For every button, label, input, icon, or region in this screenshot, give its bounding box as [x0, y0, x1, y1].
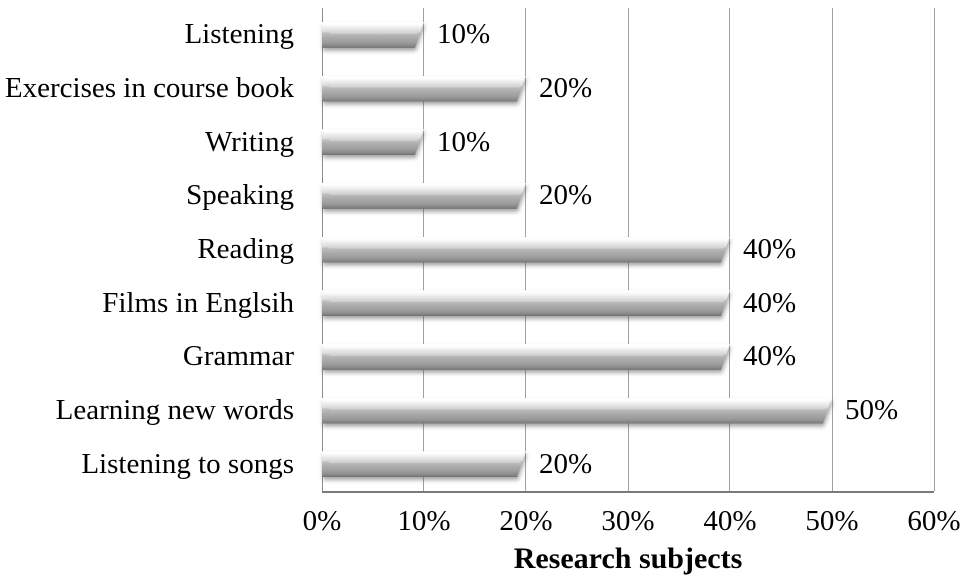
plot-area: 10% 20% 10% 20% 40% 40% 40% 50% 20%	[321, 8, 935, 493]
bar-face	[322, 22, 424, 48]
x-tick-label: 0%	[302, 505, 342, 537]
bar	[322, 344, 730, 370]
category-label: Writing	[204, 125, 294, 158]
bar-bevel-highlight	[323, 77, 524, 88]
category-label: Learning new words	[55, 394, 294, 427]
category-label: Speaking	[186, 179, 294, 212]
category-label: Listening to songs	[81, 447, 294, 480]
bar-row: 40%	[322, 276, 934, 330]
value-label: 50%	[845, 394, 899, 427]
gridline	[933, 8, 935, 491]
bar-row: 20%	[322, 169, 934, 223]
bar	[322, 129, 424, 155]
x-tick-label: 10%	[397, 505, 451, 537]
category-label: Films in Englsih	[102, 286, 294, 319]
category-label: Listening	[184, 18, 294, 51]
bar	[322, 451, 526, 477]
bar-face	[322, 398, 832, 424]
bar-series: 10% 20% 10% 20% 40% 40% 40% 50% 20%	[322, 8, 934, 491]
value-label: 10%	[437, 18, 491, 51]
bar-face	[322, 451, 526, 477]
x-tick-label: 30%	[601, 505, 655, 537]
bar-bevel-highlight	[323, 23, 422, 34]
value-label: 40%	[743, 340, 797, 373]
bar-bevel-highlight	[323, 130, 422, 141]
bar	[322, 183, 526, 209]
bar-face	[322, 290, 730, 316]
bar	[322, 76, 526, 102]
bar	[322, 290, 730, 316]
value-label: 20%	[539, 179, 593, 212]
category-axis-labels: Listening Exercises in course book Writing…	[0, 8, 308, 491]
gridline	[729, 8, 731, 491]
bar-bevel-highlight	[323, 184, 524, 195]
bar-face	[322, 76, 526, 102]
bar	[322, 398, 832, 424]
bar-row: 40%	[322, 330, 934, 384]
x-tick-label: 50%	[805, 505, 859, 537]
category-label: Grammar	[182, 340, 294, 373]
bar-row: 10%	[322, 8, 934, 62]
bar-bevel-highlight	[323, 452, 524, 463]
gridline	[831, 8, 833, 491]
value-label: 20%	[539, 447, 593, 480]
bar	[322, 22, 424, 48]
x-axis-tick-labels: 0% 10% 20% 30% 40% 50% 60%	[303, 503, 961, 539]
value-label: 40%	[743, 233, 797, 266]
bar-row: 40%	[322, 223, 934, 277]
bar-bevel-highlight	[323, 345, 728, 356]
x-tick-label: 60%	[907, 505, 961, 537]
x-axis-title: Research subjects	[513, 542, 743, 575]
category-label: Exercises in course book	[4, 72, 294, 104]
value-label: 10%	[437, 125, 491, 158]
bar-row: 10%	[322, 115, 934, 169]
bar-bevel-highlight	[323, 238, 728, 249]
category-label: Reading	[197, 233, 294, 266]
bar-face	[322, 129, 424, 155]
bar-bevel-highlight	[323, 399, 830, 410]
bar-face	[322, 183, 526, 209]
value-label: 40%	[743, 286, 797, 319]
value-label: 20%	[539, 72, 593, 104]
bar-row: 20%	[322, 62, 934, 116]
bar-row: 50%	[322, 384, 934, 438]
bar-bevel-highlight	[323, 291, 728, 302]
x-tick-label: 20%	[499, 505, 553, 537]
bar-face	[322, 237, 730, 263]
x-tick-label: 40%	[703, 505, 757, 537]
bar	[322, 237, 730, 263]
bar-row: 20%	[322, 437, 934, 491]
bar-face	[322, 344, 730, 370]
